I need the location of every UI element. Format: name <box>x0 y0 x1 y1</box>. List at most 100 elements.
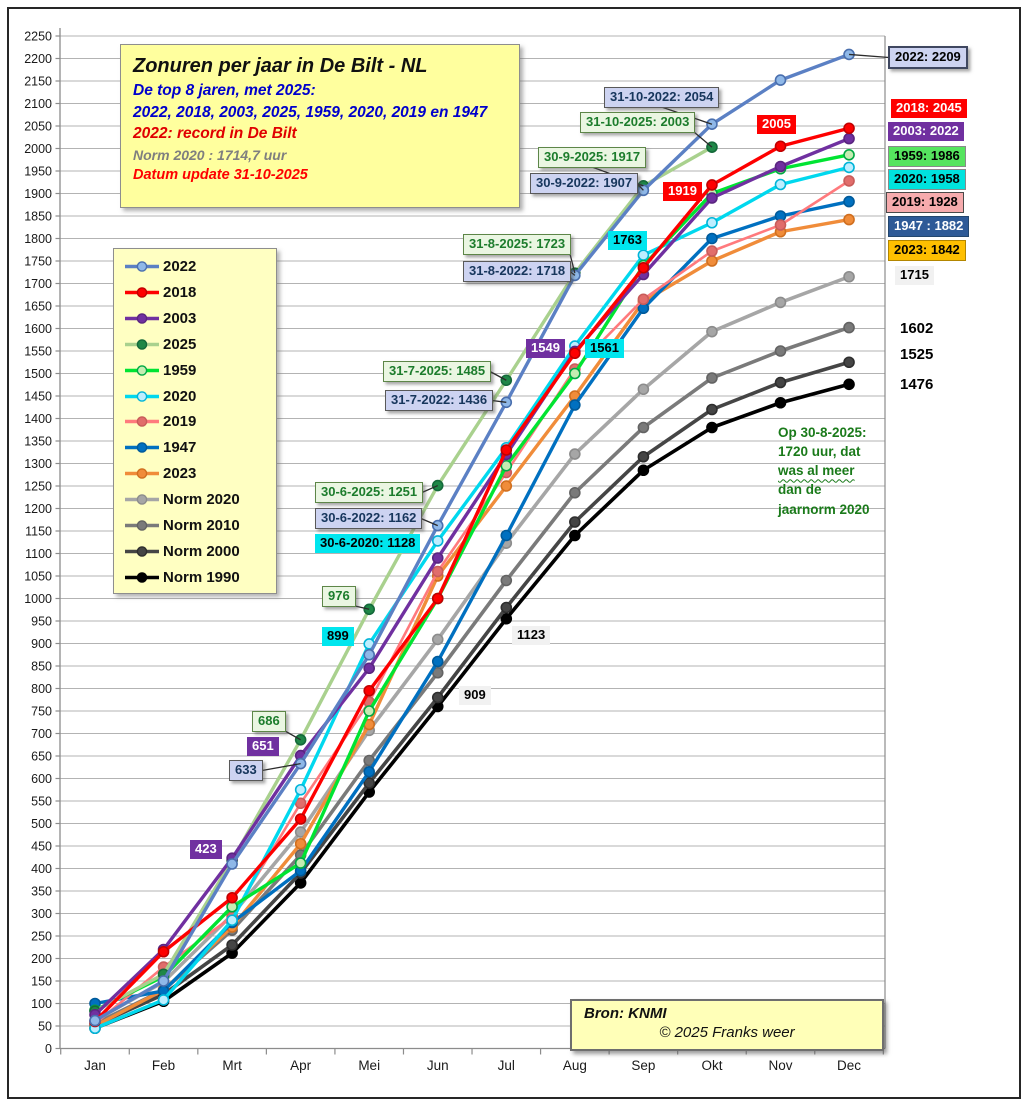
data-point-Norm-1990 <box>294 877 307 889</box>
annotation-2005: 2005 <box>757 115 796 134</box>
legend-label: 2025 <box>163 335 197 353</box>
y-axis-label: 1450 <box>24 390 52 404</box>
series-line-1959 <box>93 153 851 1012</box>
data-point-Norm-2020 <box>431 633 444 646</box>
data-point-1959 <box>569 367 581 380</box>
legend-item-1959: 1959 <box>124 362 270 379</box>
data-point-2018 <box>569 347 581 360</box>
data-point-2022 <box>157 975 170 987</box>
annotation-connector <box>849 53 890 59</box>
data-point-1947 <box>569 399 581 411</box>
annotation-2023-1842: 2023: 1842 <box>888 240 966 261</box>
legend-label: 2023 <box>163 465 197 483</box>
y-axis-label: 1350 <box>24 435 52 449</box>
data-point-2020 <box>637 249 650 261</box>
y-axis-label: 100 <box>31 997 52 1011</box>
y-axis-label: 2150 <box>24 75 52 89</box>
title-box: Zonuren per jaar in De Bilt - NL De top … <box>120 44 520 208</box>
y-axis-label: 350 <box>31 885 52 899</box>
data-point-1959 <box>294 857 307 869</box>
data-point-Norm-2000 <box>774 376 787 389</box>
annotation-899: 899 <box>322 627 354 646</box>
y-axis-label: 700 <box>31 727 52 741</box>
annotation-31-7-2022-1436: 31-7-2022: 1436 <box>385 390 494 411</box>
y-axis-label: 1550 <box>24 345 52 359</box>
x-axis-label: Jun <box>427 1058 449 1073</box>
legend-marker-icon <box>125 416 159 428</box>
y-axis-label: 500 <box>31 817 52 831</box>
data-point-2020 <box>706 216 718 229</box>
note-line: 1720 uur, dat <box>778 444 861 460</box>
data-point-2019 <box>294 797 307 810</box>
data-point-Norm-2000 <box>637 450 650 463</box>
annotation-1123: 1123 <box>512 626 551 645</box>
y-axis-label: 950 <box>31 615 52 629</box>
data-point-2003 <box>363 662 376 675</box>
legend-marker-icon <box>125 546 159 557</box>
note-line: was al meer <box>778 463 855 479</box>
data-point-Norm-2000 <box>363 777 376 789</box>
y-axis-label: 800 <box>31 682 52 696</box>
annotation-31-7-2025-1485: 31-7-2025: 1485 <box>383 361 492 382</box>
y-axis-label: 1700 <box>24 277 52 291</box>
annotation-30-9-2022-1907: 30-9-2022: 1907 <box>530 173 639 194</box>
annotation-30-6-2020-1128: 30-6-2020: 1128 <box>315 534 421 553</box>
data-point-Norm-2000 <box>843 356 855 369</box>
y-axis-label: 1200 <box>24 502 52 516</box>
data-point-2003 <box>774 160 787 173</box>
legend-item-Norm-1990: Norm 1990 <box>124 569 270 586</box>
data-point-2003 <box>431 552 444 564</box>
y-axis-label: 2100 <box>24 97 52 111</box>
data-point-Norm-2000 <box>226 939 238 951</box>
annotation-1476: 1476 <box>900 376 934 393</box>
legend-marker-icon <box>125 520 159 531</box>
legend-item-2019: 2019 <box>124 413 270 430</box>
data-point-2019 <box>637 293 650 306</box>
y-axis-label: 2200 <box>24 52 52 66</box>
subtitle-top8: De top 8 jaren, met 2025: <box>133 82 316 99</box>
subtitle-years: 2022, 2018, 2003, 2025, 1959, 2020, 2019… <box>133 103 488 121</box>
annotation-686: 686 <box>252 711 286 732</box>
annotation-connector <box>284 730 301 741</box>
data-point-1959 <box>500 459 513 472</box>
data-point-2018 <box>500 444 513 456</box>
y-axis-label: 400 <box>31 862 52 876</box>
y-axis-label: 650 <box>31 750 52 764</box>
data-point-2018 <box>706 179 718 191</box>
legend-marker-icon <box>125 287 159 298</box>
data-point-Norm-2000 <box>706 403 718 416</box>
data-point-Norm-1990 <box>569 529 581 542</box>
y-axis-label: 1900 <box>24 187 52 201</box>
x-axis-label: Dec <box>837 1058 861 1073</box>
data-point-2020 <box>157 994 170 1006</box>
data-point-1959 <box>363 705 376 717</box>
y-axis-label: 450 <box>31 840 52 854</box>
annotation-1919: 1919 <box>663 182 702 201</box>
x-axis-label: Feb <box>152 1058 175 1073</box>
data-point-1947 <box>706 232 718 245</box>
y-axis-label: 50 <box>38 1020 52 1034</box>
annotation-423: 423 <box>190 840 222 859</box>
series-line-2022 <box>93 52 851 1023</box>
legend-marker-icon <box>125 338 159 350</box>
annotation-1525: 1525 <box>900 346 934 363</box>
data-point-Norm-2010 <box>500 574 513 587</box>
legend-marker-icon <box>125 390 159 402</box>
copyright-text: © 2025 Franks weer <box>659 1024 795 1041</box>
data-point-Norm-2000 <box>569 516 581 528</box>
series-line-2020 <box>93 165 851 1030</box>
data-point-1959 <box>843 149 855 161</box>
data-point-Norm-2020 <box>843 270 855 283</box>
annotation-1763: 1763 <box>608 231 647 250</box>
annotation-31-10-2022-2054: 31-10-2022: 2054 <box>604 87 720 108</box>
legend: 2022 2018 2003 2025 1959 2020 2019 1947 2023 Norm… <box>113 248 277 594</box>
y-axis-label: 1400 <box>24 412 52 426</box>
annotation-1549: 1549 <box>526 339 565 358</box>
legend-marker-icon <box>125 364 159 376</box>
data-point-2022 <box>89 1014 101 1027</box>
data-point-Norm-2020 <box>706 325 718 338</box>
subtitle-update-date: Datum update 31-10-2025 <box>133 167 308 184</box>
legend-label: 2019 <box>163 413 197 431</box>
annotation-2020-1958: 2020: 1958 <box>888 169 966 190</box>
